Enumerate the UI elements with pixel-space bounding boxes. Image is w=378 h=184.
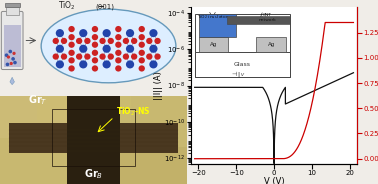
Circle shape — [149, 29, 158, 37]
Circle shape — [108, 53, 114, 60]
Circle shape — [154, 38, 161, 44]
Bar — [67, 96, 120, 184]
Circle shape — [68, 34, 75, 40]
Circle shape — [146, 38, 152, 44]
Text: TiO$_2$-NS: TiO$_2$-NS — [116, 105, 150, 118]
Bar — [0, 96, 75, 138]
Bar — [75, 147, 187, 184]
Circle shape — [79, 45, 87, 53]
Circle shape — [8, 56, 9, 58]
Circle shape — [53, 53, 59, 60]
Ellipse shape — [41, 9, 176, 83]
Circle shape — [115, 65, 122, 72]
Circle shape — [79, 29, 87, 37]
Bar — [5, 3, 20, 7]
Circle shape — [102, 45, 111, 53]
Circle shape — [115, 57, 122, 63]
Circle shape — [146, 53, 152, 60]
Circle shape — [99, 38, 106, 44]
Y-axis label: ||I|| (A): ||I|| (A) — [154, 71, 163, 100]
Circle shape — [115, 26, 122, 32]
Circle shape — [6, 63, 9, 66]
Circle shape — [139, 26, 145, 32]
Bar — [67, 123, 120, 153]
Circle shape — [102, 29, 111, 37]
Circle shape — [126, 60, 134, 68]
Circle shape — [131, 53, 137, 60]
Circle shape — [92, 65, 98, 72]
Circle shape — [61, 38, 67, 44]
Circle shape — [14, 61, 16, 64]
Circle shape — [79, 60, 87, 68]
Bar — [9, 123, 178, 153]
Bar — [37, 96, 131, 120]
Circle shape — [12, 58, 14, 60]
Circle shape — [115, 34, 122, 40]
Circle shape — [92, 42, 98, 48]
Circle shape — [9, 50, 11, 53]
Bar — [6, 7, 19, 15]
Circle shape — [56, 29, 64, 37]
Circle shape — [154, 53, 161, 60]
Circle shape — [92, 34, 98, 40]
Circle shape — [84, 53, 91, 60]
FancyBboxPatch shape — [1, 11, 23, 70]
Circle shape — [139, 50, 145, 56]
Circle shape — [68, 57, 75, 63]
Circle shape — [115, 42, 122, 48]
Circle shape — [68, 50, 75, 56]
Circle shape — [149, 60, 158, 68]
Circle shape — [56, 60, 64, 68]
Bar — [53, 109, 135, 166]
Circle shape — [68, 65, 75, 72]
Text: (001): (001) — [95, 3, 114, 10]
Circle shape — [149, 45, 158, 53]
Circle shape — [76, 38, 82, 44]
Circle shape — [139, 65, 145, 72]
Circle shape — [92, 50, 98, 56]
Circle shape — [92, 57, 98, 63]
X-axis label: V (V): V (V) — [264, 177, 284, 184]
Circle shape — [131, 38, 137, 44]
Circle shape — [126, 29, 134, 37]
Circle shape — [92, 26, 98, 32]
Circle shape — [56, 45, 64, 53]
Circle shape — [139, 34, 145, 40]
Circle shape — [139, 57, 145, 63]
Circle shape — [68, 26, 75, 32]
Circle shape — [53, 38, 59, 44]
Text: Gr$_T$: Gr$_T$ — [28, 93, 47, 107]
Circle shape — [76, 53, 82, 60]
Text: Gr$_B$: Gr$_B$ — [84, 168, 103, 181]
Circle shape — [5, 54, 8, 56]
Bar — [0, 96, 187, 184]
Circle shape — [84, 38, 91, 44]
Bar — [0, 0, 187, 96]
Circle shape — [108, 38, 114, 44]
Circle shape — [139, 42, 145, 48]
Circle shape — [68, 42, 75, 48]
Circle shape — [99, 53, 106, 60]
Circle shape — [123, 53, 129, 60]
Circle shape — [126, 45, 134, 53]
Bar — [4, 25, 20, 67]
Text: TiO$_2$: TiO$_2$ — [59, 0, 76, 12]
Circle shape — [10, 63, 12, 64]
Circle shape — [13, 52, 15, 54]
Polygon shape — [10, 77, 14, 85]
Circle shape — [115, 50, 122, 56]
Circle shape — [102, 60, 111, 68]
Circle shape — [61, 53, 67, 60]
Circle shape — [123, 38, 129, 44]
